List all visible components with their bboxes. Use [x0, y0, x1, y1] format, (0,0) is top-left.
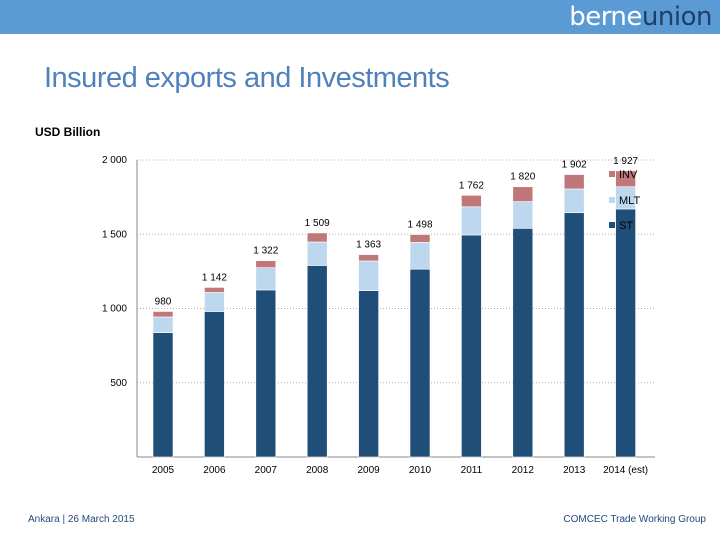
bar-total-label: 1 363: [356, 240, 381, 251]
bar-segment-mlt: [563, 188, 585, 214]
y-tick-label: 1 000: [102, 304, 127, 315]
bar-segment-mlt: [255, 267, 277, 291]
legend-swatch-inv: [609, 171, 615, 177]
bar-segment-mlt: [306, 241, 328, 266]
y-tick-label: 500: [110, 378, 127, 389]
x-tick-label: 2013: [563, 465, 586, 476]
bar-segment-inv: [204, 287, 225, 293]
bar-segment-inv: [255, 260, 277, 268]
bar-segment-st: [152, 332, 174, 458]
bar-total-label: 1 322: [253, 246, 278, 257]
header-bar: berne union: [0, 0, 720, 34]
bar-total-label: 1 498: [407, 220, 432, 231]
bar-total-label: 1 902: [562, 160, 587, 171]
bar-segment-st: [615, 208, 636, 458]
bar-total-label: 1 927: [613, 156, 638, 167]
legend-label-mlt: MLT: [619, 195, 640, 207]
x-tick-label: 2009: [357, 465, 380, 476]
legend-label-st: ST: [619, 220, 633, 232]
legend-swatch-mlt: [609, 197, 615, 203]
bar-segment-mlt: [461, 206, 482, 236]
y-tick-label: 1 500: [102, 229, 127, 240]
bar-total-label: 980: [155, 296, 172, 307]
x-tick-label: 2006: [203, 465, 226, 476]
x-tick-label: 2005: [152, 465, 175, 476]
bar-segment-inv: [306, 232, 328, 243]
x-tick-label: 2010: [409, 465, 432, 476]
x-tick-label: 2012: [512, 465, 535, 476]
bar-total-label: 1 820: [510, 172, 535, 183]
bar-segment-mlt: [409, 242, 431, 270]
legend-label-inv: INV: [619, 169, 638, 181]
bar-segment-inv: [461, 195, 482, 208]
bar-total-label: 1 142: [202, 272, 227, 283]
bar-segment-inv: [358, 254, 379, 262]
bar-segment-inv: [512, 186, 534, 202]
bar-segment-inv: [152, 311, 174, 318]
bar-segment-st: [409, 268, 431, 458]
bar-segment-st: [512, 228, 534, 458]
x-tick-label: 2011: [461, 465, 483, 476]
bar-segment-st: [461, 234, 482, 458]
bar-total-label: 1 762: [459, 180, 484, 191]
bar-segment-st: [255, 289, 277, 458]
bar-segment-mlt: [358, 260, 379, 291]
bar-total-label: 1 509: [305, 218, 330, 229]
x-tick-label: 2008: [306, 465, 329, 476]
footer-location-date: Ankara | 26 March 2015: [28, 514, 135, 525]
bar-segment-inv: [615, 170, 636, 188]
unit-label: USD Billion: [35, 125, 101, 139]
x-tick-label: 2007: [255, 465, 278, 476]
page-title: Insured exports and Investments: [44, 62, 450, 94]
bar-segment-mlt: [204, 292, 225, 312]
x-tick-label: 2014 (est): [603, 465, 648, 476]
logo-text-light: berne: [569, 2, 642, 32]
berne-union-logo: berne union: [569, 0, 712, 34]
legend-swatch-st: [609, 222, 615, 228]
footer-event: COMCEC Trade Working Group: [563, 514, 706, 525]
bar-segment-st: [563, 212, 585, 458]
bar-segment-st: [358, 290, 379, 458]
bar-segment-mlt: [512, 201, 534, 229]
bar-segment-mlt: [152, 316, 174, 333]
y-tick-label: 2 000: [102, 155, 127, 166]
bar-segment-inv: [563, 174, 585, 190]
bar-segment-st: [204, 311, 225, 458]
bar-segment-st: [306, 265, 328, 458]
bar-segment-inv: [409, 234, 431, 243]
logo-text-dark: union: [641, 2, 713, 32]
